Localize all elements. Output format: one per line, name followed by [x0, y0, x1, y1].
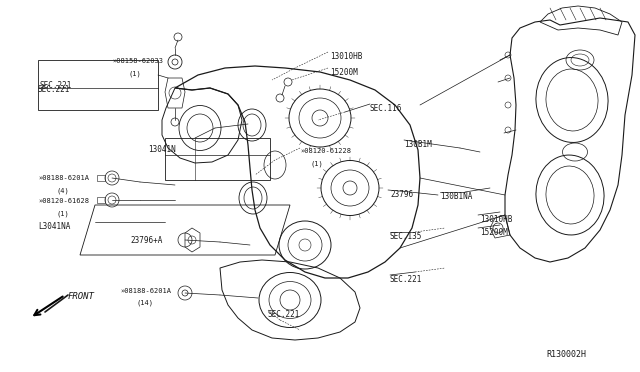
- Text: 23796: 23796: [390, 190, 413, 199]
- Text: 13010HB: 13010HB: [330, 52, 362, 61]
- Text: 23796+A: 23796+A: [130, 236, 163, 245]
- Text: (1): (1): [128, 70, 141, 77]
- Text: SEC.135: SEC.135: [390, 232, 422, 241]
- Text: 13010HB: 13010HB: [480, 215, 513, 224]
- Text: SEC.221: SEC.221: [38, 85, 70, 94]
- Text: SEC.221: SEC.221: [268, 310, 300, 319]
- Text: SEC.221: SEC.221: [40, 80, 72, 90]
- Text: R130002H: R130002H: [546, 350, 586, 359]
- Text: L3041NA: L3041NA: [38, 222, 70, 231]
- Text: SEC.116: SEC.116: [370, 104, 403, 113]
- Text: (4): (4): [56, 187, 68, 193]
- Text: 130B1M: 130B1M: [404, 140, 432, 149]
- Text: (1): (1): [310, 160, 323, 167]
- Text: SEC.221: SEC.221: [390, 275, 422, 284]
- Text: »08188-6201A: »08188-6201A: [38, 175, 89, 181]
- Text: (1): (1): [56, 210, 68, 217]
- Bar: [165, 138, 270, 180]
- Text: 13041N: 13041N: [148, 145, 176, 154]
- Text: »08120-61228: »08120-61228: [300, 148, 351, 154]
- Text: »08120-61628: »08120-61628: [38, 198, 89, 204]
- Bar: [38, 60, 158, 110]
- Text: 15200M: 15200M: [480, 228, 508, 237]
- Text: »08158-62033: »08158-62033: [112, 58, 163, 64]
- Text: 130B1NA: 130B1NA: [440, 192, 472, 201]
- Text: FRONT: FRONT: [68, 292, 95, 301]
- Text: »08188-6201A: »08188-6201A: [120, 288, 171, 294]
- Text: 15200M: 15200M: [330, 68, 358, 77]
- Text: (14): (14): [136, 300, 153, 307]
